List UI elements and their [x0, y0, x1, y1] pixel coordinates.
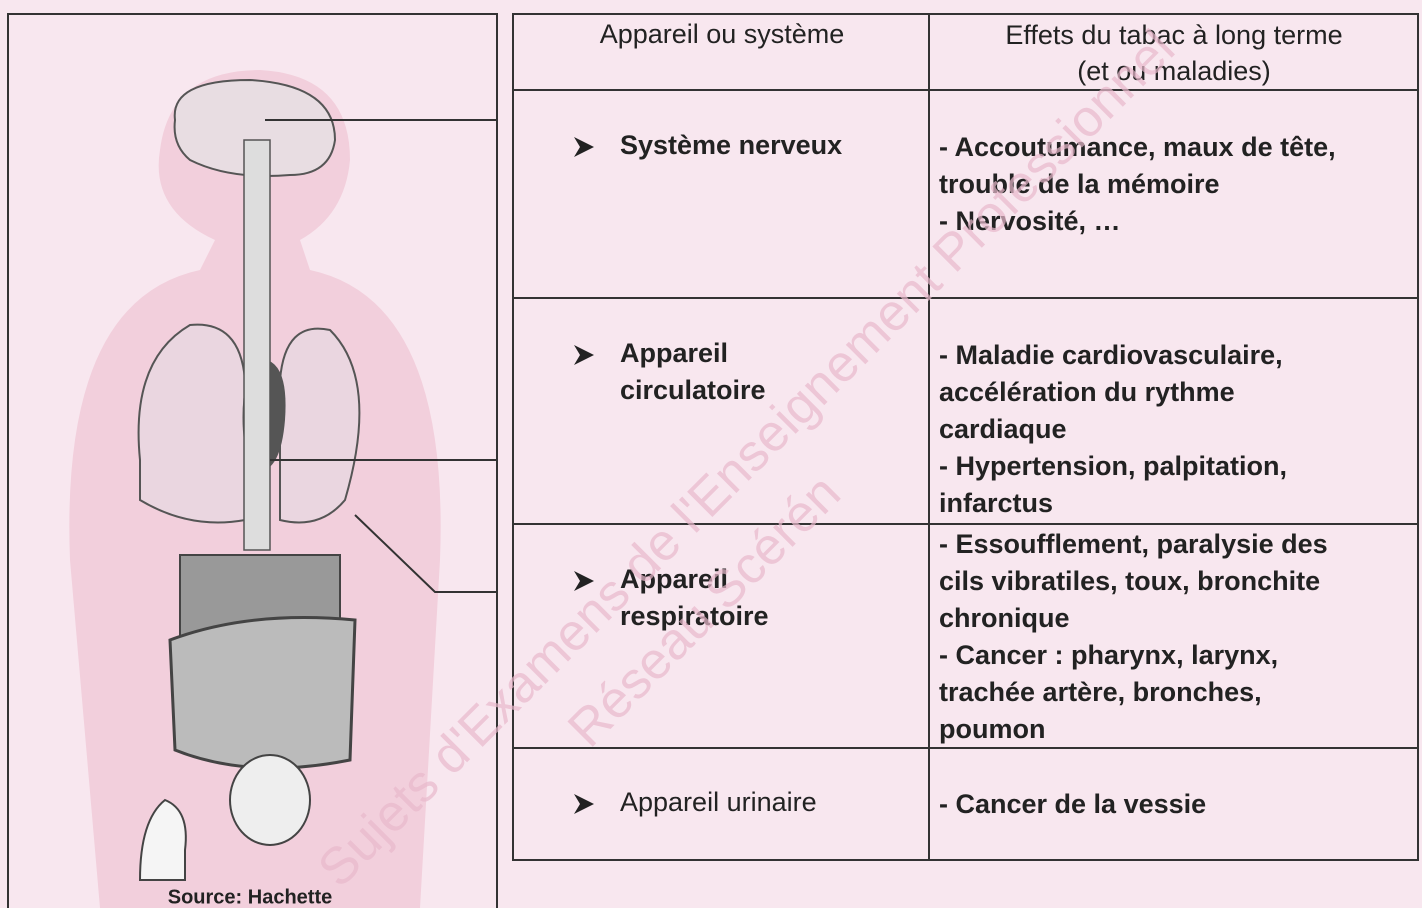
system-name: Système nerveux [620, 130, 842, 160]
effect-line: infarctus [939, 488, 1053, 518]
header-cell: Effets du tabac à long terme [1005, 20, 1342, 50]
table-grid [512, 13, 1419, 861]
figure-source: Source: Hachette [168, 886, 333, 908]
effect-line: accélération du rythme [939, 377, 1235, 407]
bullet-arrow [574, 571, 594, 591]
bullet-arrow [574, 794, 594, 814]
system-name: Appareil [620, 338, 728, 368]
bullet-arrow [574, 137, 594, 157]
effect-line: - Hypertension, palpitation, [939, 451, 1287, 481]
effect-line: - Essoufflement, paralysie des [939, 529, 1328, 559]
effect-line: cardiaque [939, 414, 1067, 444]
system-name: circulatoire [620, 375, 766, 405]
system-name: respiratoire [620, 601, 769, 631]
header-cell: Appareil ou système [600, 19, 845, 49]
effect-line: - Cancer de la vessie [939, 789, 1206, 819]
header-cell: (et ou maladies) [1077, 56, 1271, 86]
effect-line: - Cancer : pharynx, larynx, [939, 640, 1278, 670]
effect-line: poumon [939, 714, 1045, 744]
effect-line: chronique [939, 603, 1070, 633]
system-name: Appareil [620, 564, 728, 594]
effect-line: trachée artère, bronches, [939, 677, 1262, 707]
system-name: Appareil urinaire [620, 787, 817, 817]
pointer-line [354, 514, 497, 593]
effect-line: trouble de la mémoire [939, 169, 1220, 199]
bullet-arrow [574, 345, 594, 365]
effect-line: - Maladie cardiovasculaire, [939, 340, 1283, 370]
effect-line: - Nervosité, … [939, 206, 1121, 236]
effect-line: cils vibratiles, toux, bronchite [939, 566, 1320, 596]
effect-line: - Accoutumance, maux de tête, [939, 132, 1336, 162]
anatomy-figure [69, 70, 441, 908]
